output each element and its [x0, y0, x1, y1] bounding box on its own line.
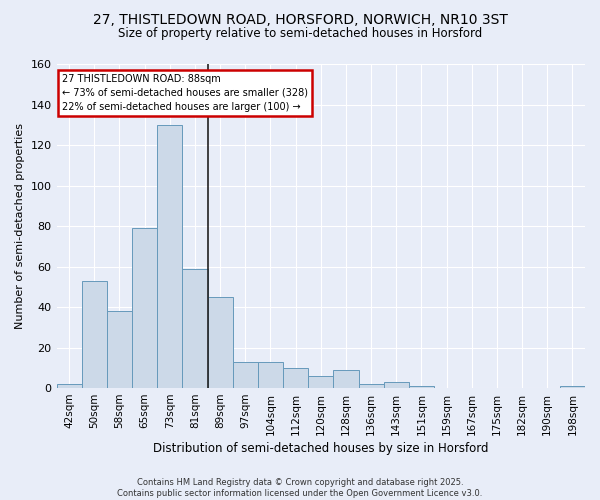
Text: Contains HM Land Registry data © Crown copyright and database right 2025.
Contai: Contains HM Land Registry data © Crown c… — [118, 478, 482, 498]
Bar — [283, 368, 308, 388]
Bar — [359, 384, 383, 388]
Text: 27 THISTLEDOWN ROAD: 88sqm
← 73% of semi-detached houses are smaller (328)
22% o: 27 THISTLEDOWN ROAD: 88sqm ← 73% of semi… — [62, 74, 308, 112]
Bar — [334, 370, 359, 388]
Bar — [208, 297, 233, 388]
Y-axis label: Number of semi-detached properties: Number of semi-detached properties — [15, 123, 25, 329]
Bar — [308, 376, 334, 388]
Bar — [560, 386, 585, 388]
Bar — [82, 280, 107, 388]
Bar — [182, 268, 208, 388]
Bar — [258, 362, 283, 388]
Text: 27, THISTLEDOWN ROAD, HORSFORD, NORWICH, NR10 3ST: 27, THISTLEDOWN ROAD, HORSFORD, NORWICH,… — [92, 12, 508, 26]
Text: Size of property relative to semi-detached houses in Horsford: Size of property relative to semi-detach… — [118, 28, 482, 40]
Bar — [132, 228, 157, 388]
Bar — [157, 125, 182, 388]
Bar — [233, 362, 258, 388]
Bar — [107, 311, 132, 388]
X-axis label: Distribution of semi-detached houses by size in Horsford: Distribution of semi-detached houses by … — [153, 442, 488, 455]
Bar — [383, 382, 409, 388]
Bar — [56, 384, 82, 388]
Bar — [409, 386, 434, 388]
